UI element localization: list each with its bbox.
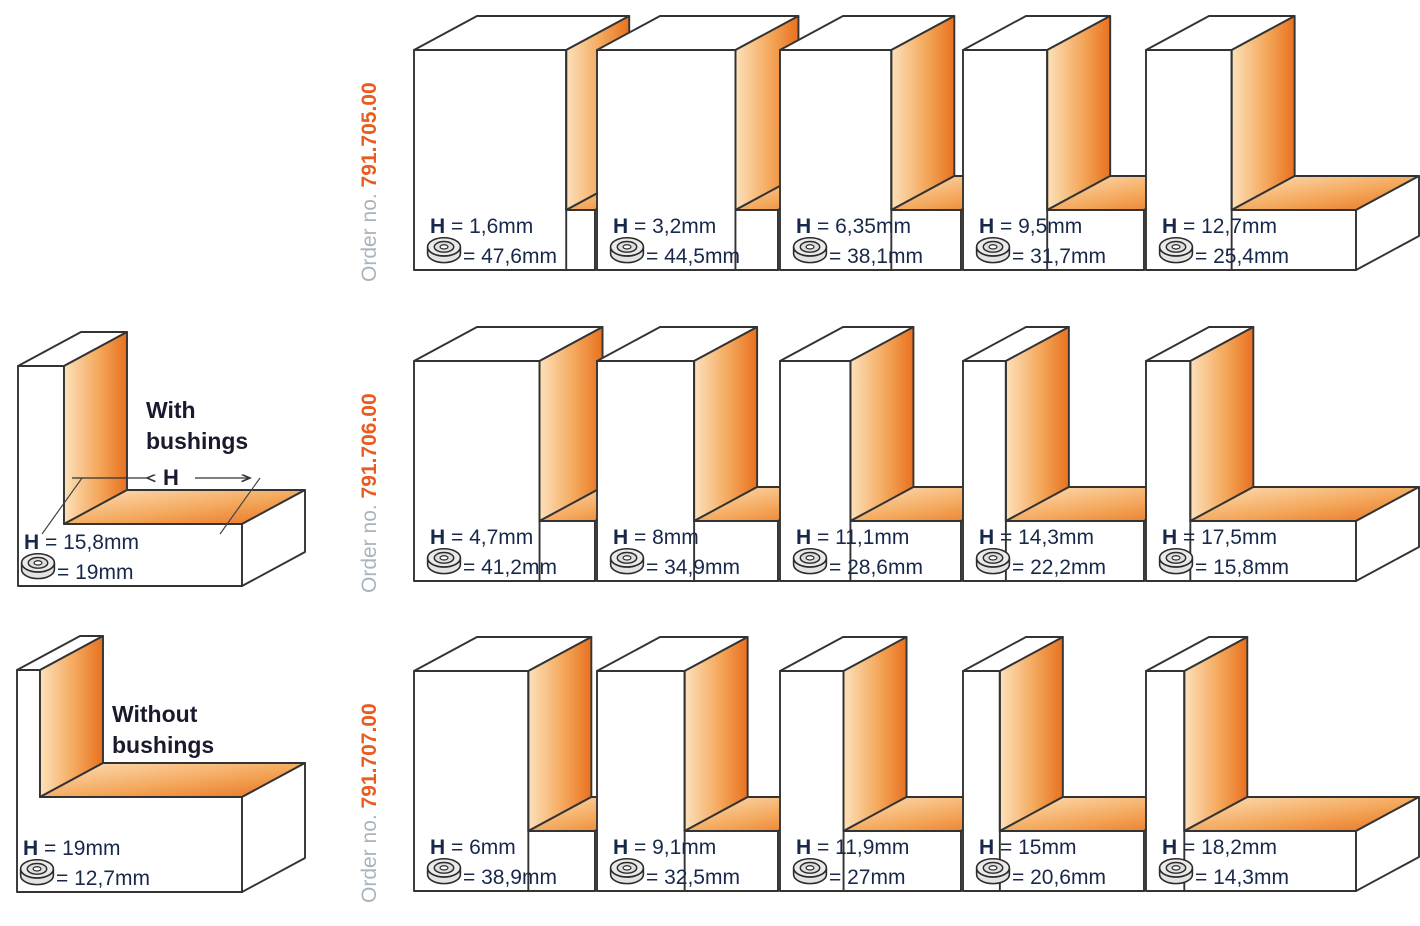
svg-text:H = 9,1mm: H = 9,1mm xyxy=(613,836,716,859)
svg-text:H = 12,7mm: H = 12,7mm xyxy=(1162,215,1277,238)
svg-text:Order no. 791.706.00: Order no. 791.706.00 xyxy=(358,393,381,593)
svg-text:= 19mm: = 19mm xyxy=(57,561,133,584)
svg-text:= 12,7mm: = 12,7mm xyxy=(56,867,150,890)
svg-text:= 34,9mm: = 34,9mm xyxy=(646,556,740,579)
svg-text:Order no. 791.707.00: Order no. 791.707.00 xyxy=(358,703,381,903)
svg-text:H = 11,9mm: H = 11,9mm xyxy=(796,836,909,859)
svg-text:H = 18,2mm: H = 18,2mm xyxy=(1162,836,1277,859)
svg-text:H = 6mm: H = 6mm xyxy=(430,836,516,859)
svg-text:H = 1,6mm: H = 1,6mm xyxy=(430,215,533,238)
svg-text:H = 15mm: H = 15mm xyxy=(979,836,1076,859)
svg-text:= 38,1mm: = 38,1mm xyxy=(829,245,923,268)
svg-text:= 14,3mm: = 14,3mm xyxy=(1195,866,1289,889)
svg-text:bushings: bushings xyxy=(146,428,248,454)
svg-text:With: With xyxy=(146,397,196,423)
svg-text:= 31,7mm: = 31,7mm xyxy=(1012,245,1106,268)
svg-text:= 20,6mm: = 20,6mm xyxy=(1012,866,1106,889)
svg-text:H = 4,7mm: H = 4,7mm xyxy=(430,526,533,549)
svg-text:H = 8mm: H = 8mm xyxy=(613,526,699,549)
svg-text:H = 9,5mm: H = 9,5mm xyxy=(979,215,1082,238)
svg-text:= 27mm: = 27mm xyxy=(829,866,905,889)
svg-text:H = 6,35mm: H = 6,35mm xyxy=(796,215,911,238)
svg-text:H = 15,8mm: H = 15,8mm xyxy=(24,531,139,554)
svg-text:= 15,8mm: = 15,8mm xyxy=(1195,556,1289,579)
svg-text:= 44,5mm: = 44,5mm xyxy=(646,245,740,268)
svg-text:= 47,6mm: = 47,6mm xyxy=(463,245,557,268)
svg-text:= 25,4mm: = 25,4mm xyxy=(1195,245,1289,268)
svg-text:H = 11,1mm: H = 11,1mm xyxy=(796,526,909,549)
svg-text:Without: Without xyxy=(112,701,198,727)
svg-text:H = 19mm: H = 19mm xyxy=(23,837,120,860)
svg-text:= 28,6mm: = 28,6mm xyxy=(829,556,923,579)
svg-text:Order no. 791.705.00: Order no. 791.705.00 xyxy=(358,82,381,282)
svg-text:= 38,9mm: = 38,9mm xyxy=(463,866,557,889)
svg-text:H = 17,5mm: H = 17,5mm xyxy=(1162,526,1277,549)
svg-text:= 22,2mm: = 22,2mm xyxy=(1012,556,1106,579)
svg-text:H: H xyxy=(163,465,179,490)
svg-text:H = 14,3mm: H = 14,3mm xyxy=(979,526,1094,549)
svg-text:bushings: bushings xyxy=(112,732,214,758)
svg-text:H = 3,2mm: H = 3,2mm xyxy=(613,215,716,238)
svg-text:= 41,2mm: = 41,2mm xyxy=(463,556,557,579)
svg-text:= 32,5mm: = 32,5mm xyxy=(646,866,740,889)
